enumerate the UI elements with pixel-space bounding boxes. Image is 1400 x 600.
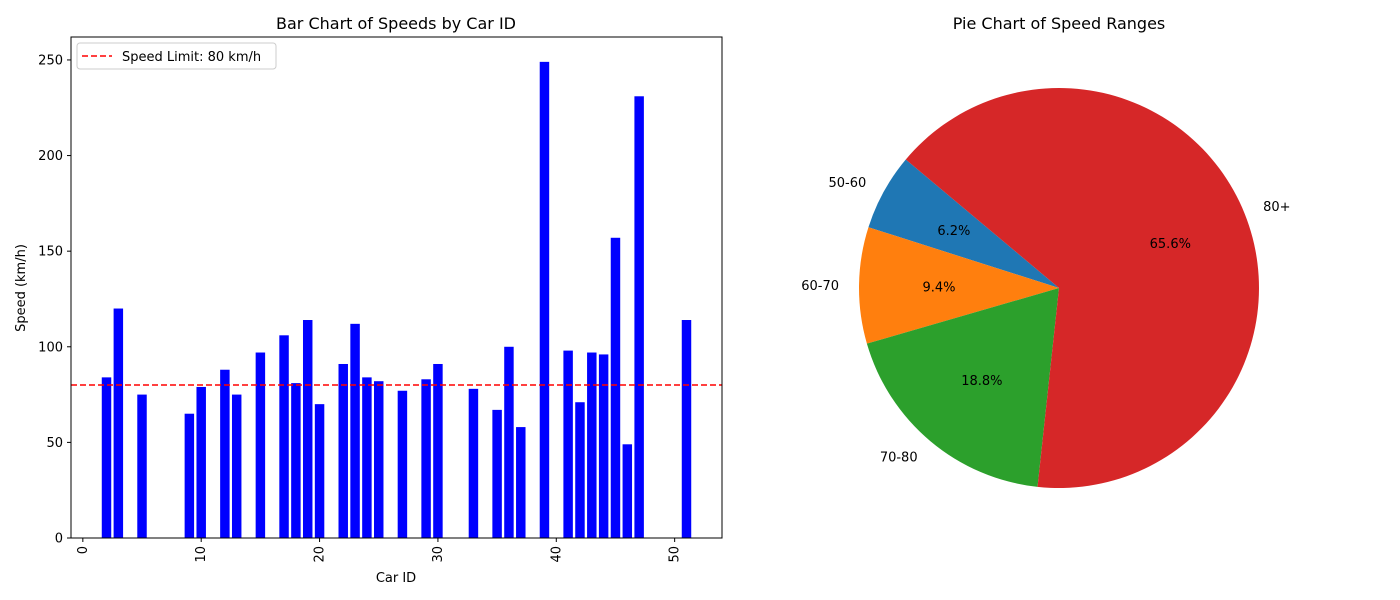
pie-category-label: 80+ <box>1263 200 1290 215</box>
bar <box>634 96 644 538</box>
x-tick-label: 40 <box>549 546 564 563</box>
bar <box>362 377 372 538</box>
bar <box>255 352 266 538</box>
pie-slice <box>859 227 1059 344</box>
pie-slice <box>905 88 1259 489</box>
y-axis-ticks: 0 50 100 150 200 250 <box>38 53 71 547</box>
x-axis-ticks: 0 10 20 30 40 50 <box>76 538 683 563</box>
bar <box>314 404 325 538</box>
bar <box>231 394 242 538</box>
pie-chart-title: Pie Chart of Speed Ranges <box>953 14 1166 33</box>
y-tick-label: 250 <box>38 53 63 68</box>
bar <box>101 377 112 538</box>
y-axis-label: Speed (km/h) <box>14 244 29 332</box>
x-tick-label: 30 <box>431 546 446 563</box>
pie-percent-label: 65.6% <box>1150 237 1191 252</box>
legend-box <box>76 42 277 70</box>
pie-slices <box>859 88 1259 489</box>
bar <box>681 320 692 538</box>
bar <box>610 237 621 538</box>
bar <box>279 335 289 538</box>
bar <box>468 388 479 538</box>
bar <box>492 409 502 538</box>
y-tick-label: 200 <box>38 149 63 164</box>
bar <box>433 363 443 538</box>
bar <box>113 308 124 538</box>
pie-category-label: 70-80 <box>880 451 918 466</box>
bar <box>563 350 573 538</box>
bar <box>622 444 633 538</box>
x-tick-label: 10 <box>194 546 209 563</box>
pie-labels: 50-60 6.2% 60-70 9.4% 70-80 18.8% 80+ 65.6% <box>801 176 1290 466</box>
pie-chart: Pie Chart of Speed Ranges 50-60 6.2% 60-70… <box>801 14 1291 489</box>
pie-slice <box>868 159 1059 288</box>
bar <box>302 320 313 538</box>
bar <box>291 383 301 538</box>
bar <box>587 352 597 538</box>
bar <box>575 402 585 538</box>
pie-slice <box>866 288 1059 487</box>
pie-percent-label: 18.8% <box>961 374 1002 389</box>
bar-chart: Bar Chart of Speeds by Car ID 0 10 20 30 40 5… <box>14 14 723 586</box>
x-axis-label: Car ID <box>376 571 416 586</box>
bar <box>374 381 384 538</box>
legend: Speed Limit: 80 km/h <box>76 42 277 70</box>
bar <box>421 379 431 538</box>
y-tick-label: 50 <box>46 436 63 451</box>
bar <box>184 413 195 538</box>
bar <box>397 390 408 538</box>
bar-chart-title: Bar Chart of Speeds by Car ID <box>276 14 516 33</box>
y-tick-label: 100 <box>38 340 63 355</box>
legend-label: Speed Limit: 80 km/h <box>122 50 261 65</box>
bar <box>539 61 550 539</box>
bar <box>137 394 147 538</box>
bar <box>196 386 206 538</box>
bar <box>350 323 360 538</box>
bar-series <box>101 61 692 539</box>
pie-percent-label: 6.2% <box>937 224 970 239</box>
x-tick-label: 50 <box>668 546 683 563</box>
pie-percent-label: 9.4% <box>922 280 955 295</box>
x-tick-label: 0 <box>76 546 91 554</box>
pie-category-label: 60-70 <box>801 279 839 294</box>
bar-plot-area <box>70 36 723 539</box>
bar <box>220 369 230 538</box>
bar <box>598 354 609 538</box>
y-tick-label: 0 <box>55 532 63 547</box>
bar <box>516 427 526 538</box>
bar <box>504 346 514 538</box>
bar <box>338 363 348 538</box>
x-tick-label: 20 <box>313 546 328 563</box>
pie-category-label: 50-60 <box>829 176 867 191</box>
y-tick-label: 150 <box>38 245 63 260</box>
